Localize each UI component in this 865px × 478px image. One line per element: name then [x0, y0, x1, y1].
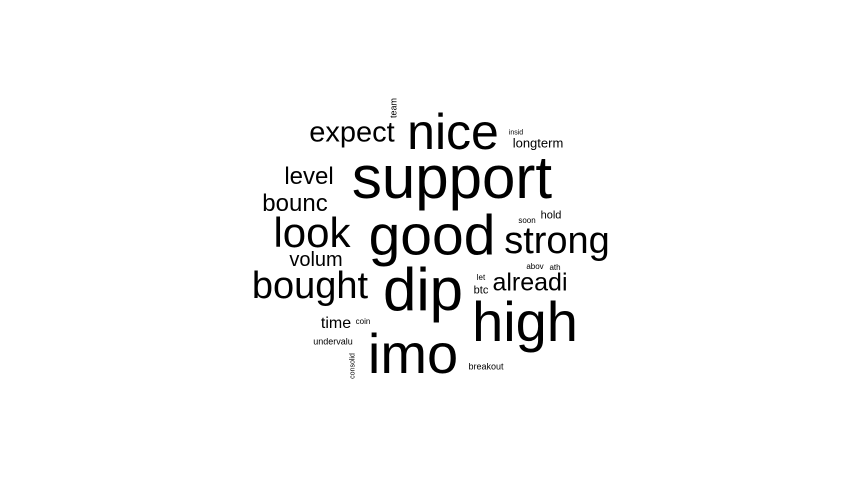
word-let: let: [476, 273, 486, 282]
word-expect: expect: [309, 116, 395, 149]
word-time: time: [320, 315, 352, 332]
word-soon: soon: [518, 216, 536, 225]
word-consolid: consolid: [349, 353, 357, 379]
word-abov: abov: [526, 262, 544, 271]
word-breakout: breakout: [468, 361, 504, 372]
word-high: high: [472, 290, 578, 353]
word-strong: strong: [504, 220, 610, 262]
word-dip: dip: [382, 256, 464, 323]
word-ath: ath: [549, 263, 561, 272]
word-volum: volum: [289, 249, 343, 271]
word-insid: insid: [508, 129, 524, 137]
word-support: support: [351, 144, 553, 211]
word-bounc: bounc: [262, 190, 328, 217]
word-bought: bought: [251, 265, 369, 307]
word-longterm: longterm: [512, 135, 564, 151]
word-btc: btc: [473, 284, 489, 297]
word-nice: nice: [407, 104, 499, 160]
word-hold: hold: [540, 209, 562, 222]
word-team: team: [388, 97, 399, 119]
word-good: good: [368, 203, 496, 268]
word-imo: imo: [367, 322, 459, 385]
word-alreadi: alreadi: [492, 268, 568, 297]
word-look: look: [273, 209, 351, 256]
word-level: level: [284, 163, 334, 190]
word-undervalu: undervalu: [313, 336, 353, 347]
word-coin: coin: [355, 317, 371, 326]
